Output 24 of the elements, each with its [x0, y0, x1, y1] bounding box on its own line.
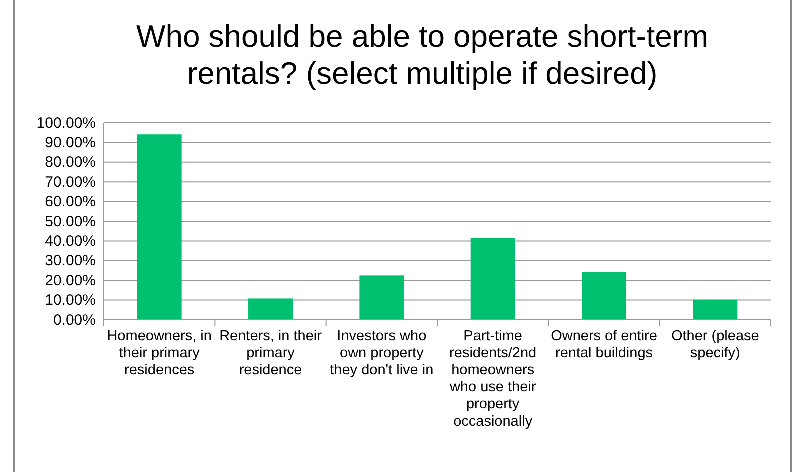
- y-tick-label: 60.00%: [45, 194, 96, 211]
- y-tick-label: 90.00%: [45, 134, 96, 152]
- x-tick-label: Renters, in their primary residence: [220, 328, 322, 379]
- y-tick-label: 80.00%: [45, 154, 96, 172]
- bar: [582, 272, 626, 320]
- y-tick-label: 70.00%: [45, 174, 96, 191]
- x-tick-label: Owners of entire rental buildings: [551, 328, 658, 362]
- bar: [693, 300, 738, 320]
- y-tick-label: 0.00%: [53, 312, 96, 329]
- y-tick-label: 100.00%: [36, 114, 96, 132]
- y-tick-label: 40.00%: [45, 233, 96, 250]
- x-tick-label: Part-time residents/2nd homeowners who use their property occasionally: [448, 328, 537, 430]
- bar: [248, 298, 293, 320]
- x-tick-label: Other (please specify): [671, 328, 760, 362]
- x-tick-label: Homeowners, in their primary residences: [107, 328, 212, 379]
- bar: [360, 276, 404, 320]
- chart-title: Who should be able to operate short-term rentals? (select multiple if desired): [136, 19, 709, 91]
- bar: [470, 238, 516, 320]
- x-tick-label: Investors who own property they don't live in: [330, 328, 434, 379]
- y-tick-label: 30.00%: [45, 252, 96, 270]
- y-tick-label: 10.00%: [45, 292, 96, 310]
- y-tick-label: 20.00%: [45, 272, 96, 290]
- bar: [137, 134, 182, 320]
- y-tick-label: 50.00%: [45, 213, 96, 230]
